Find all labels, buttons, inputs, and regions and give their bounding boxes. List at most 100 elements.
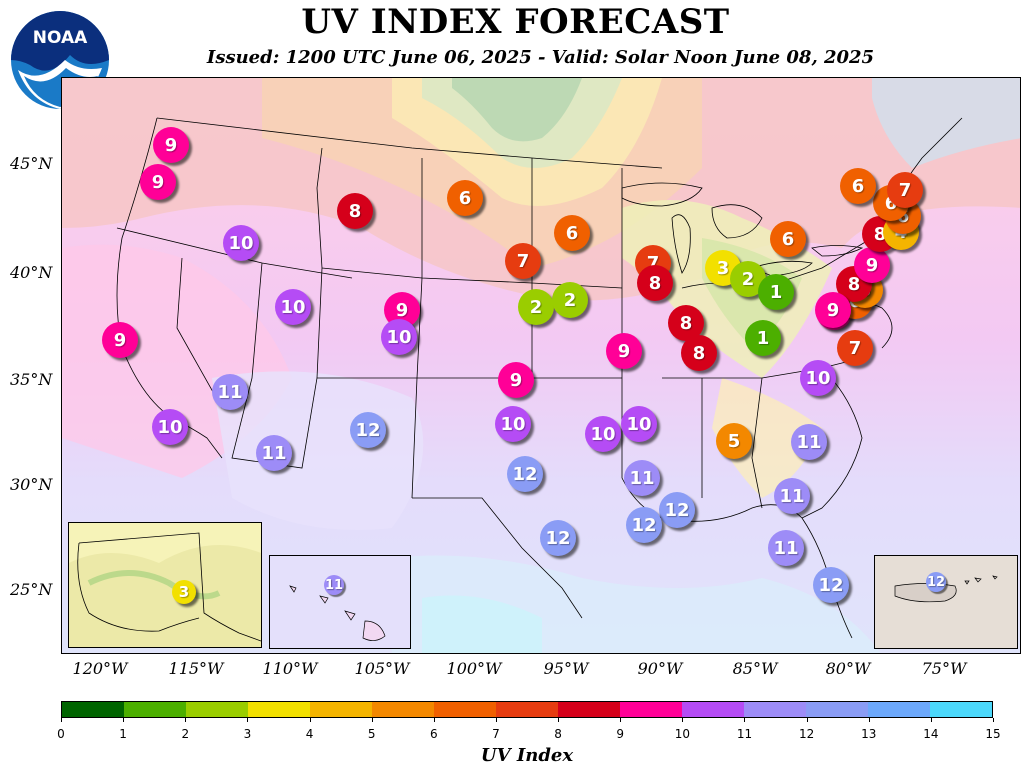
uv-marker: 8 xyxy=(681,335,717,371)
colorbar-tick-label: 6 xyxy=(429,727,438,741)
colorbar-tick-mark xyxy=(993,718,994,722)
uv-marker: 8 xyxy=(668,305,704,341)
colorbar-tick-label: 11 xyxy=(736,727,753,741)
uv-marker: 11 xyxy=(774,478,810,514)
hawaii-inset xyxy=(269,555,411,649)
lon-label-75w: 75°W xyxy=(921,659,967,678)
uv-marker: 9 xyxy=(854,247,890,283)
colorbar-tick-mark xyxy=(806,718,808,722)
lat-label-35n: 35°N xyxy=(10,370,53,389)
alaska-inset xyxy=(68,522,262,648)
colorbar-tick-mark xyxy=(433,718,435,722)
colorbar-tick-mark xyxy=(744,718,746,722)
colorbar-segment xyxy=(558,702,620,717)
uv-marker: 9 xyxy=(153,127,189,163)
uv-marker-hawaii: 11 xyxy=(324,575,344,595)
uv-marker: 11 xyxy=(256,435,292,471)
uv-marker: 9 xyxy=(140,164,176,200)
uv-marker: 12 xyxy=(350,412,386,448)
colorbar-tick-label: 3 xyxy=(243,727,252,741)
uv-marker: 10 xyxy=(152,409,188,445)
colorbar-tick-label: 10 xyxy=(674,727,690,741)
uv-marker: 10 xyxy=(223,225,259,261)
colorbar-tick-mark xyxy=(620,718,622,722)
uv-marker: 9 xyxy=(606,333,642,369)
colorbar-tick-mark xyxy=(185,718,187,722)
colorbar-segment xyxy=(124,702,186,717)
lon-label-115w: 115°W xyxy=(168,659,224,678)
uv-marker: 7 xyxy=(505,243,541,279)
uv-marker-puerto-rico: 12 xyxy=(926,572,946,592)
colorbar-tick-mark xyxy=(682,718,684,722)
colorbar-tick-label: 5 xyxy=(367,727,376,741)
lon-label-110w: 110°W xyxy=(262,659,318,678)
uv-marker: 9 xyxy=(102,322,138,358)
lon-label-85w: 85°W xyxy=(732,659,778,678)
colorbar-segment xyxy=(496,702,558,717)
lon-label-120w: 120°W xyxy=(72,659,128,678)
colorbar-tick-label: 1 xyxy=(119,727,127,741)
uv-marker: 12 xyxy=(626,507,662,543)
colorbar-segment xyxy=(186,702,248,717)
colorbar-segment xyxy=(248,702,310,717)
colorbar-tick-mark xyxy=(309,718,311,722)
lon-label-90w: 90°W xyxy=(637,659,683,678)
uv-marker: 11 xyxy=(212,374,248,410)
colorbar-segment xyxy=(434,702,496,717)
lon-label-100w: 100°W xyxy=(446,659,502,678)
colorbar-segment xyxy=(620,702,682,717)
colorbar-segment xyxy=(62,702,124,717)
uv-marker-alaska: 3 xyxy=(172,580,196,604)
page-title: UV INDEX FORECAST xyxy=(301,2,730,42)
colorbar-title: UV Index xyxy=(480,745,574,766)
uv-marker: 11 xyxy=(791,424,827,460)
colorbar-tick-mark xyxy=(371,718,373,722)
colorbar-segment xyxy=(806,702,868,717)
uv-marker: 6 xyxy=(770,221,806,257)
uv-marker: 2 xyxy=(518,289,554,325)
colorbar-tick-label: 13 xyxy=(861,727,877,741)
colorbar-segment xyxy=(372,702,434,717)
map-panel xyxy=(61,77,1021,654)
uv-marker: 10 xyxy=(381,319,417,355)
uv-marker: 9 xyxy=(498,362,534,398)
colorbar-segment xyxy=(930,702,992,717)
colorbar-tick-mark xyxy=(123,718,125,722)
colorbar-segment xyxy=(310,702,372,717)
colorbar-tick-mark xyxy=(61,718,62,722)
uv-marker: 5 xyxy=(716,423,752,459)
uv-marker: 10 xyxy=(621,406,657,442)
colorbar-tick-mark xyxy=(868,718,870,722)
uv-marker: 10 xyxy=(275,289,311,325)
uv-marker: 1 xyxy=(745,320,781,356)
uv-marker: 10 xyxy=(800,360,836,396)
colorbar-segment xyxy=(682,702,744,717)
colorbar-tick-label: 4 xyxy=(305,727,314,741)
uv-marker: 6 xyxy=(447,180,483,216)
colorbar-tick-mark xyxy=(495,718,497,722)
uv-marker: 6 xyxy=(840,168,876,204)
uv-marker: 2 xyxy=(552,282,588,318)
uv-marker: 11 xyxy=(768,530,804,566)
colorbar-tick-label: 14 xyxy=(923,727,939,741)
colorbar-tick-label: 7 xyxy=(492,727,500,741)
uv-marker: 11 xyxy=(624,460,660,496)
colorbar-tick-mark xyxy=(930,718,932,722)
uv-marker: 7 xyxy=(837,330,873,366)
uv-marker: 12 xyxy=(659,492,695,528)
uv-marker: 12 xyxy=(813,567,849,603)
uv-marker: 7 xyxy=(887,172,923,208)
noaa-logo-text: NOAA xyxy=(33,28,88,48)
colorbar-tick-label: 0 xyxy=(57,727,65,741)
uv-marker: 12 xyxy=(507,456,543,492)
lon-label-95w: 95°W xyxy=(543,659,589,678)
colorbar-tick-label: 9 xyxy=(616,727,625,741)
uv-marker: 6 xyxy=(554,215,590,251)
lon-label-105w: 105°W xyxy=(354,659,410,678)
uv-marker: 8 xyxy=(637,265,673,301)
lat-label-25n: 25°N xyxy=(10,580,53,599)
uv-marker: 10 xyxy=(585,416,621,452)
colorbar-tick-label: 2 xyxy=(181,727,190,741)
colorbar-tick-label: 15 xyxy=(985,727,1001,741)
